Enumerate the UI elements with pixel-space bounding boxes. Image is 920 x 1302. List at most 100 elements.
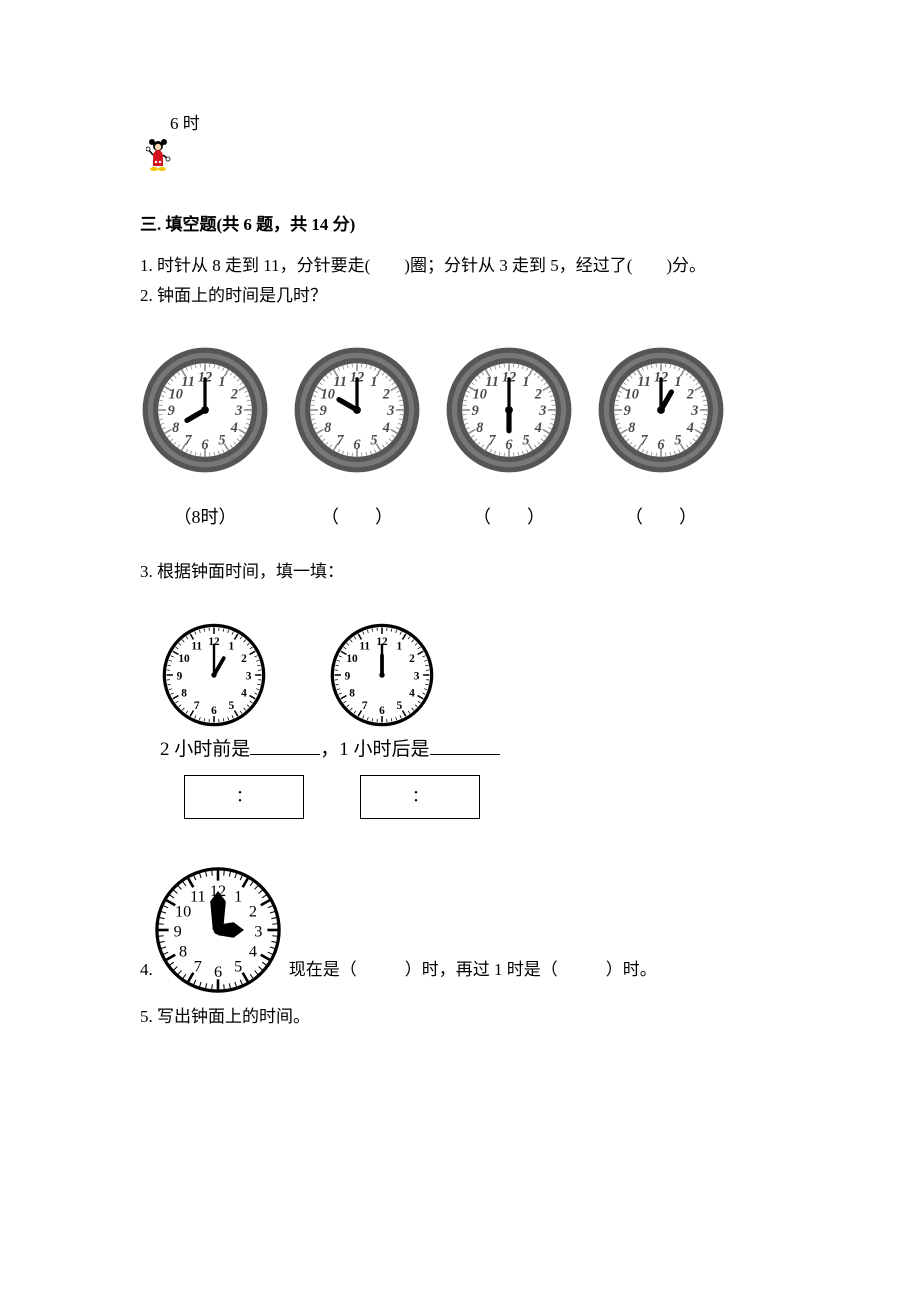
clock-icon: 123456789101112: [160, 621, 268, 729]
svg-text:2: 2: [230, 386, 238, 402]
svg-text:4: 4: [382, 420, 390, 436]
clock-icon: 123456789101112: [153, 865, 283, 995]
svg-text:2: 2: [241, 653, 247, 665]
svg-text:6: 6: [211, 705, 217, 717]
svg-text:11: 11: [191, 640, 202, 652]
svg-text:3: 3: [690, 403, 698, 419]
svg-text:6: 6: [505, 437, 513, 453]
q4-p2: ）时，再过 1 时是（: [405, 960, 558, 979]
svg-text:11: 11: [485, 374, 499, 390]
svg-text:5: 5: [218, 432, 225, 448]
q2-clock-label-1: （ ）: [321, 503, 393, 532]
svg-text:1: 1: [370, 374, 377, 390]
q4-clock-holder: 123456789101112: [153, 865, 283, 995]
q2-clock-label-0: （8时）: [174, 503, 237, 532]
svg-text:5: 5: [522, 432, 529, 448]
q3-fill-text: 2 小时前是 ，1 小时后是: [160, 735, 780, 765]
clock-icon: 123456789101112: [140, 345, 270, 475]
svg-text:2: 2: [686, 386, 694, 402]
q2-clock-label-2: （ ）: [473, 503, 545, 532]
section-3-title: 三. 填空题(共 6 题，共 14 分): [140, 211, 780, 238]
svg-text:10: 10: [175, 902, 191, 920]
svg-text:5: 5: [674, 432, 681, 448]
mickey-icon: [146, 139, 174, 171]
svg-text:9: 9: [177, 670, 183, 682]
q4-text: 现在是（ ）时，再过 1 时是（ ）时。: [289, 956, 657, 995]
svg-text:9: 9: [168, 403, 175, 419]
svg-text:6: 6: [214, 963, 222, 981]
svg-text:7: 7: [362, 700, 368, 712]
svg-text:6: 6: [379, 705, 385, 717]
svg-text:8: 8: [181, 687, 187, 699]
svg-text:4: 4: [241, 687, 247, 699]
q3-prompt: 3. 根据钟面时间，填一填：: [140, 558, 780, 585]
clock-icon: 123456789101112: [328, 621, 436, 729]
svg-text:11: 11: [333, 374, 347, 390]
clock-icon: 123456789101112: [596, 345, 726, 475]
svg-text:8: 8: [172, 420, 179, 436]
svg-text:1: 1: [522, 374, 529, 390]
q3-part1: 2 小时前是: [160, 739, 250, 760]
q2-clock-col-2: 123456789101112（ ）: [444, 345, 574, 532]
svg-text:1: 1: [218, 374, 225, 390]
svg-text:7: 7: [337, 432, 345, 448]
svg-text:5: 5: [234, 958, 242, 976]
svg-text:6: 6: [201, 437, 209, 453]
q3-clock-row: 123456789101112123456789101112: [160, 621, 780, 729]
svg-text:11: 11: [359, 640, 370, 652]
clock-icon: 123456789101112: [444, 345, 574, 475]
svg-text:8: 8: [628, 420, 635, 436]
svg-text:4: 4: [534, 420, 542, 436]
svg-text:9: 9: [345, 670, 351, 682]
svg-text:4: 4: [686, 420, 694, 436]
svg-text:8: 8: [179, 943, 187, 961]
q5-text: 5. 写出钟面上的时间。: [140, 1003, 780, 1030]
svg-text:7: 7: [185, 432, 193, 448]
q4-row: 4. 123456789101112 现在是（）时，再过 1 时是（）时。: [140, 865, 780, 995]
svg-text:3: 3: [254, 923, 262, 941]
svg-text:5: 5: [396, 700, 402, 712]
q3-blank-2: [430, 736, 500, 755]
svg-text:2: 2: [249, 902, 257, 920]
svg-text:1: 1: [396, 640, 402, 652]
q4-p3: ）时。: [606, 960, 657, 979]
svg-text:9: 9: [173, 923, 181, 941]
svg-text:9: 9: [320, 403, 327, 419]
svg-text:6: 6: [657, 437, 665, 453]
svg-text:11: 11: [190, 888, 206, 906]
svg-text:4: 4: [230, 420, 238, 436]
q3-box-row: ： ：: [184, 775, 780, 819]
svg-text:9: 9: [472, 403, 479, 419]
svg-text:3: 3: [386, 403, 394, 419]
svg-text:3: 3: [414, 670, 420, 682]
q2-clock-col-0: 123456789101112（8时）: [140, 345, 270, 532]
q2-clock-row: 123456789101112（8时）123456789101112（ ）123…: [140, 345, 780, 532]
q4-prefix: 4.: [140, 956, 153, 995]
q3-answer-box-2: ：: [360, 775, 480, 819]
q2-clock-label-3: （ ）: [625, 503, 697, 532]
svg-text:10: 10: [346, 653, 358, 665]
svg-text:11: 11: [181, 374, 195, 390]
svg-text:8: 8: [324, 420, 331, 436]
svg-text:2: 2: [534, 386, 542, 402]
svg-text:4: 4: [409, 687, 415, 699]
svg-text:2: 2: [409, 653, 415, 665]
svg-text:11: 11: [637, 374, 651, 390]
q4-p1: 现在是（: [289, 960, 357, 979]
q2-clock-col-1: 123456789101112（ ）: [292, 345, 422, 532]
q1-text: 1. 时针从 8 走到 11，分针要走( )圈；分针从 3 走到 5，经过了( …: [140, 252, 780, 279]
svg-text:7: 7: [194, 700, 200, 712]
svg-text:1: 1: [674, 374, 681, 390]
q2-prompt: 2. 钟面上的时间是几时？: [140, 282, 780, 309]
svg-text:6: 6: [353, 437, 361, 453]
svg-text:8: 8: [349, 687, 355, 699]
clock-icon: 123456789101112: [292, 345, 422, 475]
svg-text:3: 3: [538, 403, 546, 419]
q3-blank-1: [250, 736, 320, 755]
svg-text:7: 7: [489, 432, 497, 448]
q3-part2: ，1 小时后是: [320, 739, 429, 760]
top-time-label: 6 时: [170, 110, 780, 137]
svg-text:5: 5: [370, 432, 377, 448]
svg-text:1: 1: [234, 888, 242, 906]
svg-text:9: 9: [624, 403, 631, 419]
